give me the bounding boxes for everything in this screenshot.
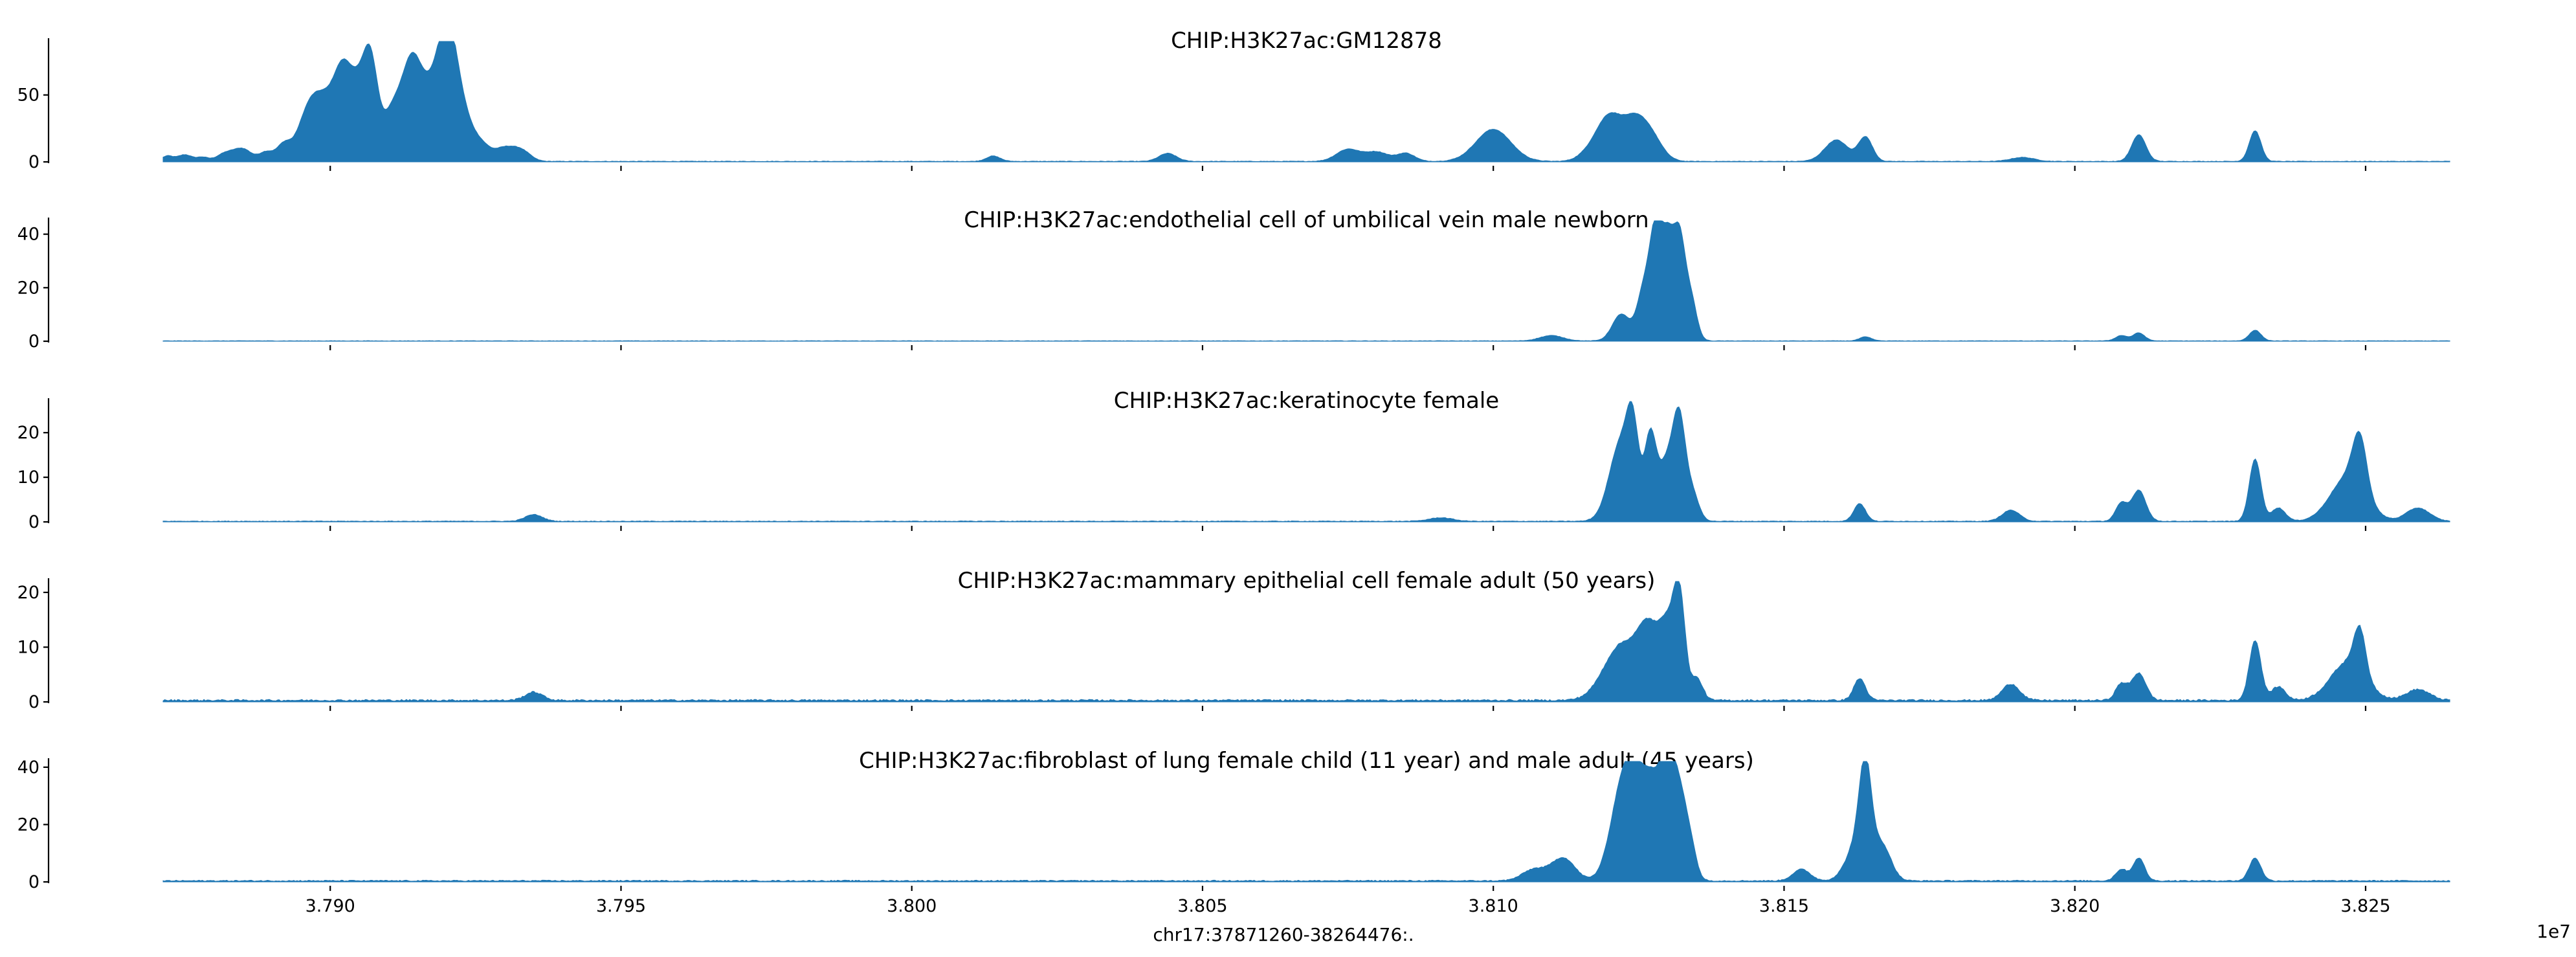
y-tick-label: 0 xyxy=(28,152,39,172)
y-tick-label: 20 xyxy=(17,423,39,443)
x-axis-label: chr17:37871260-38264476:. xyxy=(1153,924,1414,945)
panel-2: CHIP:H3K27ac:endothelial cell of umbilic… xyxy=(17,207,2450,352)
signal-area xyxy=(162,220,2450,342)
panel-3: CHIP:H3K27ac:keratinocyte female 0 10 20 xyxy=(17,388,2450,532)
panel-title: CHIP:H3K27ac:mammary epithelial cell fem… xyxy=(958,568,1656,594)
y-tick-label: 0 xyxy=(28,872,39,892)
signal-area xyxy=(162,761,2450,883)
signal-area xyxy=(162,41,2450,163)
x-tick-label: 3.820 xyxy=(2050,896,2100,916)
y-tick-label: 50 xyxy=(17,85,39,106)
panel-5: CHIP:H3K27ac:fibroblast of lung female c… xyxy=(17,748,2450,916)
x-tick-label: 3.815 xyxy=(1759,896,1809,916)
panel-4: CHIP:H3K27ac:mammary epithelial cell fem… xyxy=(17,568,2450,712)
signal-area xyxy=(162,581,2450,703)
x-tick-label: 3.805 xyxy=(1177,896,1227,916)
y-tick-label: 20 xyxy=(17,583,39,603)
x-tick-label: 3.825 xyxy=(2340,896,2390,916)
y-tick-label: 10 xyxy=(17,637,39,657)
panel-1: CHIP:H3K27ac:GM12878 0 50 xyxy=(17,28,2450,172)
panel-title: CHIP:H3K27ac:endothelial cell of umbilic… xyxy=(964,207,1649,233)
x-tick-label: 3.800 xyxy=(887,896,937,916)
y-tick-label: 0 xyxy=(28,332,39,352)
x-tick-label: 3.810 xyxy=(1469,896,1518,916)
x-axis-offset-label: 1e7 xyxy=(2537,921,2571,942)
y-tick-label: 40 xyxy=(17,225,39,245)
x-tick-label: 3.790 xyxy=(305,896,355,916)
x-tick-label: 3.795 xyxy=(596,896,646,916)
track-panels: CHIP:H3K27ac:GM12878 0 50 CHIP:H3K27ac:endo… xyxy=(17,28,2450,916)
panel-title: CHIP:H3K27ac:keratinocyte female xyxy=(1114,388,1499,414)
signal-area xyxy=(162,401,2450,523)
y-tick-label: 10 xyxy=(17,467,39,488)
y-tick-label: 20 xyxy=(17,815,39,835)
y-tick-label: 0 xyxy=(28,512,39,532)
y-tick-label: 40 xyxy=(17,758,39,778)
y-tick-label: 0 xyxy=(28,692,39,712)
y-tick-label: 20 xyxy=(17,278,39,298)
panel-title: CHIP:H3K27ac:GM12878 xyxy=(1171,28,1442,54)
panel-title: CHIP:H3K27ac:fibroblast of lung female c… xyxy=(859,748,1754,774)
